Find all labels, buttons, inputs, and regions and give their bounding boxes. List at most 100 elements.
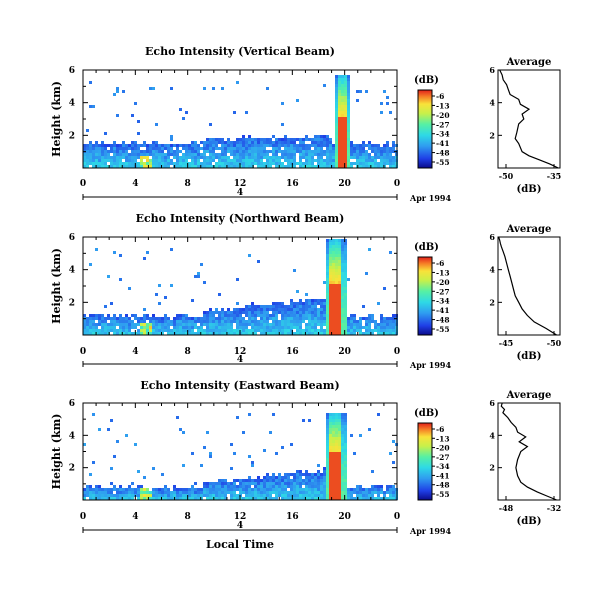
heatmap-cell bbox=[137, 497, 140, 500]
heatmap-cell bbox=[212, 144, 215, 147]
heatmap-cell bbox=[137, 132, 140, 135]
heatmap-cell bbox=[332, 159, 335, 162]
heatmap-cell bbox=[356, 326, 359, 329]
heatmap-cell bbox=[278, 138, 281, 141]
heatmap-cell bbox=[146, 494, 149, 497]
heatmap-cell bbox=[155, 153, 158, 156]
heatmap-cell bbox=[110, 165, 113, 168]
heatmap-cell bbox=[347, 84, 350, 87]
heatmap-cell bbox=[131, 314, 134, 317]
heatmap-cell bbox=[158, 494, 161, 497]
heatmap-cell bbox=[221, 332, 224, 335]
heatmap-cell bbox=[233, 332, 236, 335]
heatmap-cell bbox=[362, 141, 365, 144]
heatmap-cell bbox=[311, 482, 314, 485]
heatmap-cell bbox=[377, 156, 380, 159]
heatmap-cell bbox=[308, 308, 311, 311]
heatmap-cell bbox=[287, 329, 290, 332]
heatmap-cell bbox=[218, 153, 221, 156]
heatmap-cell bbox=[107, 317, 110, 320]
heatmap-cell bbox=[269, 159, 272, 162]
heatmap-cell bbox=[209, 153, 212, 156]
heatmap-cell bbox=[344, 332, 347, 335]
heatmap-cell bbox=[335, 132, 338, 135]
heatmap-cell bbox=[320, 491, 323, 494]
heatmap-cell bbox=[299, 153, 302, 156]
heatmap-cell bbox=[338, 476, 341, 479]
heatmap-cell bbox=[338, 302, 341, 305]
heatmap-cell bbox=[122, 491, 125, 494]
heatmap-cell bbox=[341, 476, 344, 479]
heatmap-cell bbox=[203, 162, 206, 165]
heatmap-cell bbox=[326, 299, 329, 302]
heatmap-cell bbox=[389, 111, 392, 114]
heatmap-cell bbox=[182, 332, 185, 335]
heatmap-cell bbox=[245, 159, 248, 162]
heatmap-cell bbox=[392, 440, 395, 443]
heatmap-cell bbox=[272, 482, 275, 485]
heatmap-cell bbox=[206, 159, 209, 162]
heatmap-cell bbox=[266, 144, 269, 147]
heatmap-cell bbox=[236, 320, 239, 323]
heatmap-cell bbox=[332, 491, 335, 494]
heatmap-cell bbox=[242, 332, 245, 335]
heatmap-cell bbox=[269, 323, 272, 326]
heatmap-cell bbox=[116, 323, 119, 326]
heatmap-cell bbox=[326, 449, 329, 452]
heatmap-cell bbox=[275, 141, 278, 144]
heatmap-cell bbox=[329, 458, 332, 461]
heatmap-cell bbox=[326, 464, 329, 467]
heatmap-cell bbox=[329, 332, 332, 335]
heatmap-cell bbox=[359, 332, 362, 335]
heatmap-cell bbox=[224, 153, 227, 156]
heatmap-cell bbox=[329, 284, 332, 287]
heatmap-cell bbox=[236, 326, 239, 329]
heatmap-cell bbox=[389, 329, 392, 332]
average-3-frame bbox=[497, 402, 561, 501]
heatmap-cell bbox=[293, 144, 296, 147]
heatmap-cell bbox=[314, 497, 317, 500]
heatmap-cell bbox=[164, 296, 167, 299]
heatmap-cell bbox=[158, 165, 161, 168]
heatmap-cell bbox=[308, 147, 311, 150]
heatmap-cell bbox=[179, 314, 182, 317]
heatmap-cell bbox=[278, 326, 281, 329]
heatmap-cell bbox=[113, 93, 116, 96]
heatmap-cell bbox=[125, 488, 128, 491]
heatmap-cell bbox=[179, 320, 182, 323]
heatmap-cell bbox=[374, 497, 377, 500]
heatmap-cell bbox=[359, 434, 362, 437]
heatmap-cell bbox=[263, 332, 266, 335]
heatmap-cell bbox=[371, 159, 374, 162]
heatmap-cell bbox=[344, 473, 347, 476]
heatmap-cell bbox=[344, 287, 347, 290]
heatmap-cell bbox=[305, 156, 308, 159]
heatmap-cell bbox=[92, 144, 95, 147]
heatmap-cell bbox=[341, 132, 344, 135]
heatmap-cell bbox=[149, 162, 152, 165]
heatmap-cell bbox=[212, 323, 215, 326]
heatmap-cell bbox=[341, 308, 344, 311]
heatmap-cell bbox=[176, 329, 179, 332]
heatmap-cell bbox=[233, 497, 236, 500]
colorbar-tick-label: -20 bbox=[436, 444, 450, 453]
heatmap-cell bbox=[344, 446, 347, 449]
heatmap-cell bbox=[341, 281, 344, 284]
heatmap-cell bbox=[275, 156, 278, 159]
heatmap-cell bbox=[332, 305, 335, 308]
heatmap-cell bbox=[170, 135, 173, 138]
heatmap-cell bbox=[293, 323, 296, 326]
heatmap-cell bbox=[359, 90, 362, 93]
heatmap-cell bbox=[326, 332, 329, 335]
heatmap-cell bbox=[338, 323, 341, 326]
heatmap-cell bbox=[323, 311, 326, 314]
heatmap-cell bbox=[182, 144, 185, 147]
heatmap-cell bbox=[257, 144, 260, 147]
heatmap-cell bbox=[137, 488, 140, 491]
heatmap-cell bbox=[197, 317, 200, 320]
heatmap-cell bbox=[134, 491, 137, 494]
heatmap-cell bbox=[320, 141, 323, 144]
heatmap-cell bbox=[338, 449, 341, 452]
heatmap-cell bbox=[329, 242, 332, 245]
heatmap-cell bbox=[380, 102, 383, 105]
